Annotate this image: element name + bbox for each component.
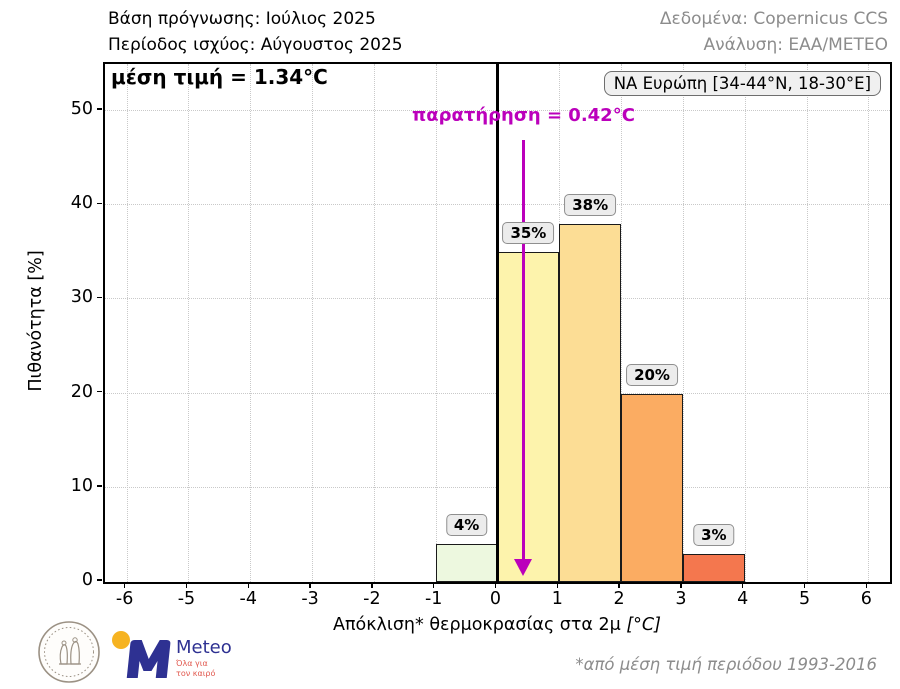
noa-observatory-seal-icon (38, 621, 100, 683)
x-tick-mark (185, 583, 188, 588)
y-tick-mark (97, 202, 102, 205)
x-tick-mark (247, 583, 249, 588)
bar-value-label: 20% (626, 363, 678, 386)
gridline-vertical (435, 64, 437, 582)
gridline-vertical (868, 64, 870, 582)
mean-value-title: μέση τιμή = 1.34°C (111, 65, 328, 89)
histogram-bar (621, 393, 683, 582)
x-tick-label: 1 (551, 589, 563, 609)
y-tick-label: 50 (70, 99, 93, 120)
meteo-logo-name: Meteo (176, 637, 232, 658)
x-tick-label: 3 (675, 589, 687, 609)
meteo-logo-m-icon (126, 640, 171, 678)
data-source-text: Δεδομένα: Copernicus CCS (659, 9, 888, 29)
x-tick-mark (741, 583, 744, 588)
y-tick-label: 20 (70, 381, 93, 402)
gridline-vertical (126, 64, 128, 582)
bar-value-label: 4% (445, 514, 488, 537)
y-tick-mark (97, 485, 102, 487)
x-tick-mark (865, 583, 868, 588)
zero-reference-line (496, 64, 499, 582)
x-tick-mark (494, 583, 497, 588)
gridline-vertical (682, 64, 684, 582)
y-axis-label: Πιθανότητα [%] (26, 250, 46, 392)
gridline-vertical (744, 64, 746, 582)
x-tick-label: -6 (115, 589, 134, 609)
y-tick-label: 0 (81, 570, 93, 590)
x-tick-label: 0 (489, 589, 502, 609)
observation-arrowhead-icon (514, 559, 533, 576)
meteo-logo: Meteo Όλα για τον καιρό (112, 631, 232, 678)
x-tick-mark (123, 583, 126, 588)
meteo-logo-dot-icon (112, 631, 130, 649)
meteo-tagline-line1: Όλα για (175, 658, 208, 668)
y-tick-mark (97, 296, 102, 299)
histogram-bar (682, 553, 745, 582)
y-tick-label: 40 (70, 193, 93, 214)
forecast-base-text: Βάση πρόγνωσης: Ιούλιος 2025 (108, 9, 376, 29)
x-axis-label-text: Απόκλιση* θερμοκρασίας στα 2μ (333, 615, 621, 635)
x-tick-label: 5 (798, 589, 811, 609)
gridline-vertical (312, 64, 314, 582)
bar-value-label: 3% (693, 523, 735, 546)
x-tick-label: -5 (177, 589, 196, 609)
valid-period-text: Περίοδος ισχύος: Αύγουστος 2025 (108, 35, 403, 55)
x-tick-mark (618, 583, 620, 588)
x-tick-mark (803, 583, 806, 588)
histogram-bar (497, 252, 560, 582)
x-tick-label: -2 (363, 589, 381, 609)
plot-area: μέση τιμή = 1.34°C ΝΑ Ευρώπη [34-44°N, 1… (103, 62, 892, 584)
y-tick-label: 30 (70, 287, 93, 308)
x-tick-label: 2 (613, 589, 625, 609)
analysis-source-text: Ανάλυση: ΕΑΑ/ΜΕΤΕΟ (703, 35, 888, 55)
x-tick-label: -3 (301, 589, 319, 609)
y-tick-label: 10 (70, 475, 93, 496)
gridline-vertical (188, 64, 190, 582)
observation-arrow-shaft (521, 140, 526, 560)
gridline-vertical (373, 64, 375, 582)
x-axis-label: Απόκλιση* θερμοκρασίας στα 2μ [°C] (333, 615, 661, 635)
y-tick-mark (97, 108, 102, 110)
observation-label: παρατήρηση = 0.42°C (411, 105, 635, 126)
header-right: Δεδομένα: Copernicus CCS Ανάλυση: ΕΑΑ/ΜΕ… (660, 6, 888, 58)
header-left: Βάση πρόγνωσης: Ιούλιος 2025 Περίοδος ισ… (108, 6, 403, 58)
x-tick-label: 6 (860, 589, 872, 609)
y-tick-mark (97, 390, 102, 393)
x-axis-unit: [°C] (626, 615, 661, 635)
region-legend: ΝΑ Ευρώπη [34-44°N, 18-30°E] (603, 71, 881, 96)
meteo-tagline-line2: τον καιρό (176, 668, 215, 678)
histogram-bar (435, 544, 498, 582)
x-tick-mark (556, 583, 559, 588)
reference-period-note: *από μέση τιμή περιόδου 1993-2016 (575, 655, 877, 674)
x-tick-mark (371, 583, 373, 588)
bar-value-label: 38% (564, 194, 617, 217)
x-tick-mark (432, 583, 435, 588)
x-tick-label: -1 (424, 589, 443, 609)
gridline-vertical (621, 64, 623, 582)
x-tick-label: 4 (737, 589, 749, 609)
gridline-vertical (250, 64, 252, 582)
x-tick-mark (309, 583, 311, 588)
x-tick-label: -4 (239, 589, 257, 609)
y-tick-mark (97, 579, 102, 581)
gridline-vertical (806, 64, 808, 582)
x-tick-mark (680, 583, 682, 588)
bar-value-label: 35% (502, 222, 555, 245)
histogram-bar (559, 224, 622, 582)
